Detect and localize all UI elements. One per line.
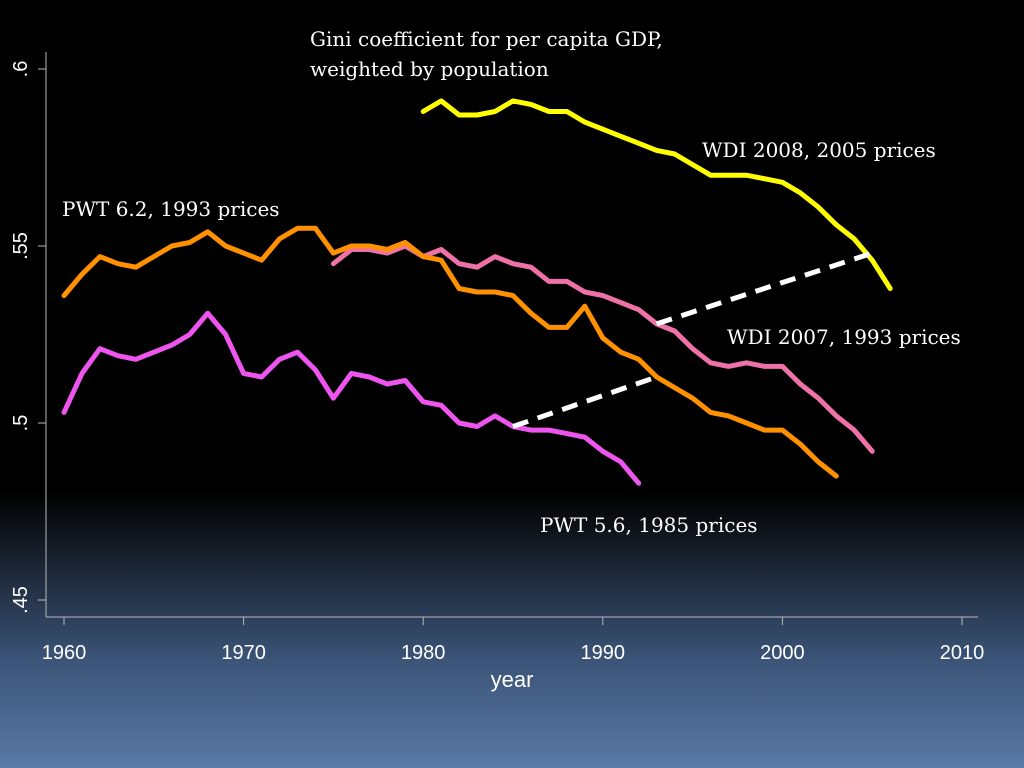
chart-title-line-2: weighted by population — [310, 57, 549, 81]
x-tick-label: 2000 — [760, 642, 805, 664]
dashed-connector-1 — [512, 374, 658, 429]
x-tick-label: 1970 — [221, 642, 266, 664]
series-line-3 — [61, 225, 839, 479]
annotation-wdi-2007: WDI 2007, 1993 prices — [727, 325, 961, 349]
y-tick-label: .5 — [10, 415, 32, 432]
axis-ticks: 1960 1970 1980 1990 2000 2010 .45 .5 .55 .6 — [10, 61, 984, 664]
annotation-wdi-2008: WDI 2008, 2005 prices — [702, 138, 936, 162]
y-tick-label: .6 — [10, 61, 32, 78]
annotation-pwt-5-6: PWT 5.6, 1985 prices — [540, 513, 758, 537]
series-line-1 — [420, 98, 893, 291]
y-tick-label: .45 — [10, 586, 32, 614]
series-lines — [61, 98, 893, 486]
annotation-pwt-6-2: PWT 6.2, 1993 prices — [62, 197, 280, 221]
dashed-connector-2 — [655, 250, 873, 327]
x-tick-label: 1960 — [42, 642, 87, 664]
x-tick-label: 1980 — [401, 642, 446, 664]
series-line-4 — [61, 310, 642, 486]
y-tick-label: .55 — [10, 232, 32, 260]
x-axis-title: year — [491, 667, 534, 692]
x-tick-label: 2010 — [940, 642, 985, 664]
chart-title-line-1: Gini coefficient for per capita GDP, — [310, 27, 663, 51]
dashed-connectors — [512, 250, 873, 429]
x-tick-label: 1990 — [581, 642, 626, 664]
